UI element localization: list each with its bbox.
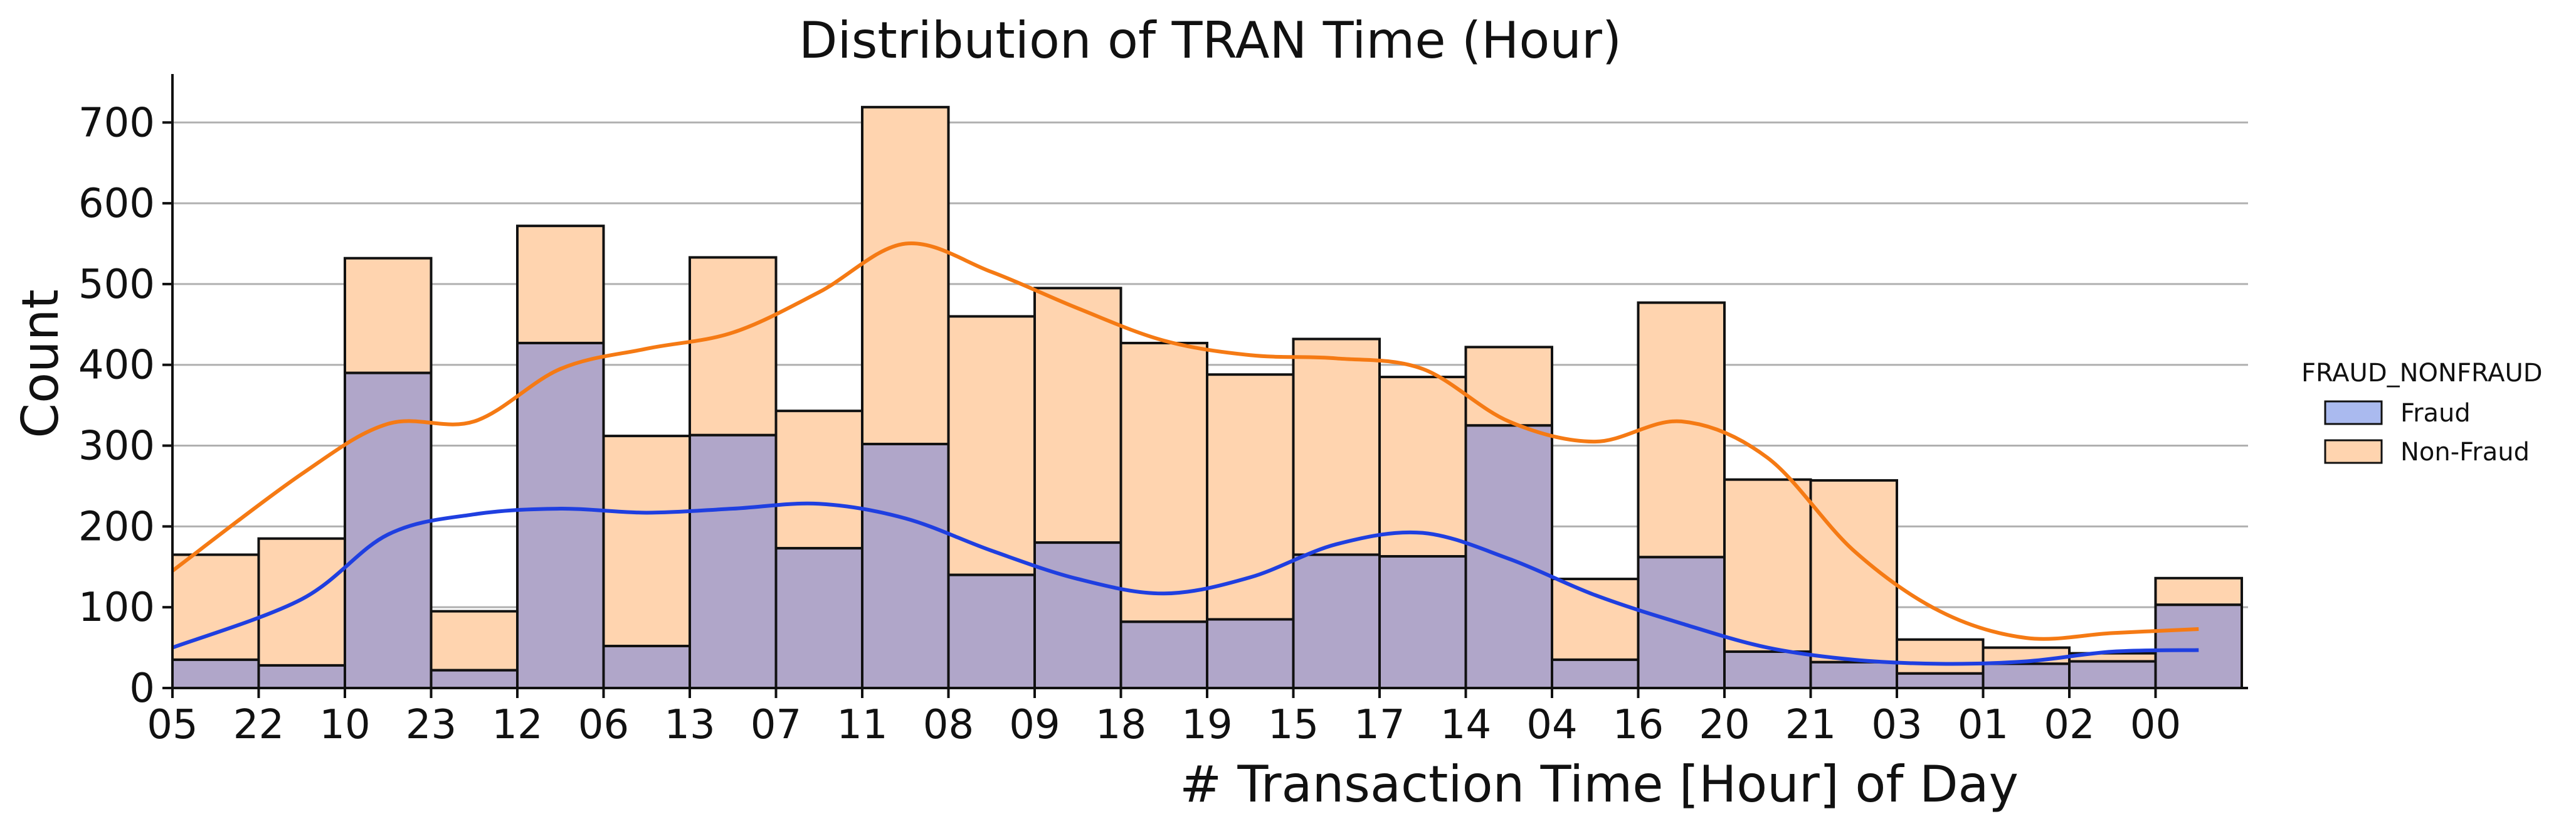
bar-non-fraud-15 bbox=[1292, 337, 1381, 556]
legend-label-non-fraud: Non-Fraud bbox=[2400, 438, 2530, 467]
x-tick-label: 09 bbox=[1009, 702, 1060, 748]
bar-non-fraud-23 bbox=[430, 610, 519, 672]
bar-non-fraud-12 bbox=[516, 225, 605, 344]
bar-fraud-18 bbox=[1119, 620, 1208, 689]
bar-fraud-01 bbox=[1982, 662, 2071, 689]
bar-non-fraud-11 bbox=[861, 105, 950, 445]
kde-curves bbox=[171, 241, 2199, 666]
x-tick-label: 00 bbox=[2130, 702, 2181, 748]
bar-non-fraud-09 bbox=[1033, 287, 1122, 544]
bar-fraud-20 bbox=[1723, 650, 1812, 689]
x-tick-label: 08 bbox=[923, 702, 974, 748]
x-tick-label: 11 bbox=[837, 702, 887, 748]
bar-non-fraud-16 bbox=[1637, 301, 1726, 559]
bar-fraud-13 bbox=[689, 433, 778, 689]
bar-non-fraud-07 bbox=[774, 410, 863, 550]
bar-non-fraud-04 bbox=[1551, 578, 1640, 661]
x-tick-label: 18 bbox=[1095, 702, 1146, 748]
bar-fraud-23 bbox=[430, 669, 519, 689]
bar-fraud-22 bbox=[257, 664, 346, 689]
y-axis-title: Count bbox=[11, 289, 70, 438]
x-tick-label: 20 bbox=[1699, 702, 1750, 748]
bar-fraud-21 bbox=[1809, 660, 1898, 689]
y-tick-label: 600 bbox=[78, 181, 155, 227]
bar-fraud-03 bbox=[1896, 672, 1985, 689]
bar-non-fraud-21 bbox=[1809, 479, 1898, 664]
y-tick-label: 200 bbox=[78, 504, 155, 550]
x-tick-label: 04 bbox=[1526, 702, 1577, 748]
kde-fraud bbox=[171, 501, 2199, 666]
bar-non-fraud-00 bbox=[2154, 576, 2243, 606]
legend-swatch-fraud bbox=[2324, 400, 2383, 425]
x-tick-label: 07 bbox=[751, 702, 801, 748]
kde-non-fraud bbox=[171, 241, 2199, 641]
x-tick-label: 14 bbox=[1440, 702, 1491, 748]
bar-non-fraud-14 bbox=[1464, 346, 1553, 427]
bar-fraud-07 bbox=[774, 547, 863, 689]
y-tick-label: 0 bbox=[129, 665, 155, 712]
y-tick-label: 300 bbox=[78, 423, 155, 470]
x-tick-label: 17 bbox=[1354, 702, 1405, 748]
x-tick-label: 16 bbox=[1613, 702, 1664, 748]
bar-fraud-08 bbox=[947, 573, 1036, 689]
bar-non-fraud-18 bbox=[1119, 341, 1208, 623]
x-tick-label: 12 bbox=[492, 702, 542, 748]
bar-fraud-09 bbox=[1033, 541, 1122, 690]
bar-non-fraud-13 bbox=[689, 256, 778, 437]
bar-non-fraud-17 bbox=[1378, 376, 1467, 558]
legend-title: FRAUD_NONFRAUD bbox=[2301, 359, 2543, 388]
x-tick-label: 03 bbox=[1871, 702, 1922, 748]
bar-non-fraud-20 bbox=[1723, 478, 1812, 654]
x-tick-label: 22 bbox=[233, 702, 284, 748]
bar-fraud-06 bbox=[602, 645, 691, 689]
y-tick-label: 100 bbox=[78, 585, 155, 631]
bars bbox=[171, 105, 2243, 690]
x-tick-label: 13 bbox=[664, 702, 715, 748]
x-tick-labels: 05 22 10 23 12 06 13 07 11 08 09 18 19 15 17 14 04 16 20 21… bbox=[147, 688, 2181, 748]
bar-non-fraud-19 bbox=[1206, 373, 1295, 621]
x-tick-label: 15 bbox=[1268, 702, 1319, 748]
x-tick-label: 10 bbox=[319, 702, 370, 748]
bar-non-fraud-03 bbox=[1896, 638, 1985, 675]
bar-fraud-12 bbox=[516, 341, 605, 689]
bar-fraud-05 bbox=[171, 658, 260, 689]
bar-fraud-02 bbox=[2068, 660, 2157, 690]
y-tick-label: 400 bbox=[78, 342, 155, 389]
bar-fraud-04 bbox=[1551, 658, 1640, 689]
x-tick-label: 23 bbox=[406, 702, 457, 748]
x-tick-label: 21 bbox=[1785, 702, 1836, 748]
bar-fraud-15 bbox=[1292, 553, 1381, 689]
x-axis-title: # Transaction Time [Hour] of Day bbox=[1180, 755, 2019, 813]
legend-label-fraud: Fraud bbox=[2400, 399, 2471, 428]
x-tick-label: 05 bbox=[147, 702, 198, 748]
legend: FRAUD_NONFRAUD Fraud Non-Fraud bbox=[2301, 359, 2543, 467]
chart-title: Distribution of TRAN Time (Hour) bbox=[799, 11, 1622, 70]
bar-fraud-00 bbox=[2154, 603, 2243, 690]
bar-non-fraud-08 bbox=[947, 315, 1036, 576]
bar-fraud-11 bbox=[861, 442, 950, 689]
bar-fraud-14 bbox=[1464, 424, 1553, 689]
x-tick-label: 19 bbox=[1181, 702, 1232, 748]
x-tick-label: 01 bbox=[1958, 702, 2009, 748]
y-tick-label: 500 bbox=[78, 262, 155, 308]
bar-non-fraud-10 bbox=[344, 257, 433, 374]
bar-fraud-17 bbox=[1378, 555, 1467, 690]
bar-non-fraud-06 bbox=[602, 435, 691, 648]
y-tick-label: 700 bbox=[78, 100, 155, 146]
x-tick-label: 06 bbox=[578, 702, 629, 748]
bar-non-fraud-22 bbox=[257, 537, 346, 667]
bar-fraud-19 bbox=[1206, 618, 1295, 690]
x-tick-label: 02 bbox=[2044, 702, 2094, 748]
legend-swatch-non-fraud bbox=[2324, 439, 2383, 464]
y-tick-labels: 0 100 200 300 400 500 600 700 bbox=[78, 100, 172, 712]
